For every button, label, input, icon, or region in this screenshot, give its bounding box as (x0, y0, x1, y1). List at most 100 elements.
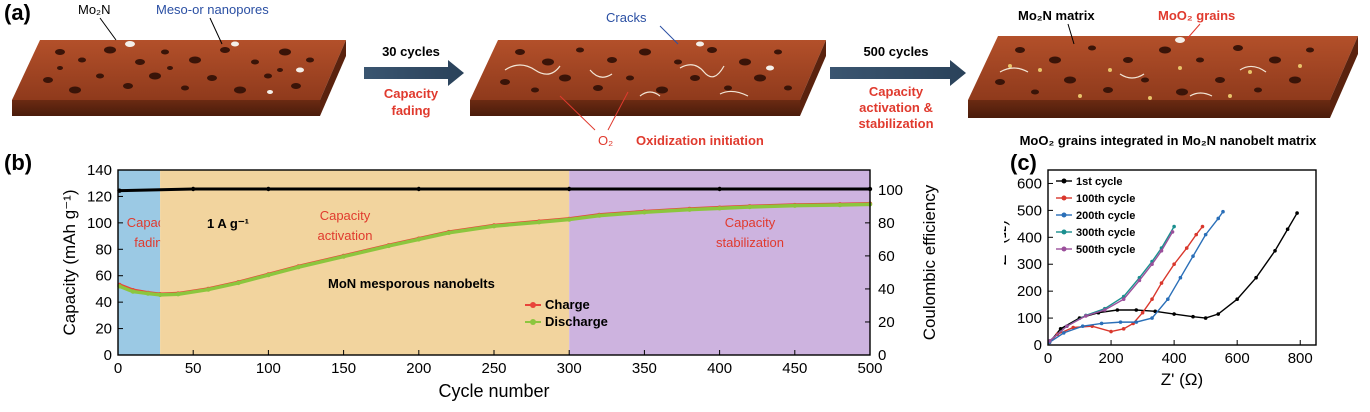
series-point-2 (567, 186, 572, 192)
c-x-tick-label: 800 (1288, 350, 1313, 367)
panel-c-label: (c) (1010, 150, 1037, 175)
panel-a-label: (a) (4, 0, 31, 25)
c-series-point-4 (1102, 308, 1107, 312)
c-series-point-0 (1285, 227, 1290, 232)
x-tick-label: 300 (557, 360, 582, 377)
legend-marker-2 (530, 319, 536, 325)
series-point-1 (717, 206, 722, 211)
label-slab3-caption: MoO₂ grains integrated in Mo₂N nanobelt … (1020, 133, 1318, 148)
arrow2-bottom-line1: Capacity (869, 84, 924, 99)
series-point-1 (206, 287, 211, 292)
region-label-2-line2: activation (318, 228, 373, 243)
c-series-point-1 (1184, 246, 1189, 250)
series-point-1 (642, 210, 647, 215)
series-point-2 (717, 186, 722, 192)
series-point-1 (416, 237, 421, 242)
annotation-material: MoN mesporous nanobelts (328, 276, 495, 291)
chart-b: CapacityfadingCapacityactivationCapacity… (60, 162, 939, 401)
x-axis-title: Cycle number (438, 381, 549, 401)
c-series-point-1 (1071, 325, 1076, 330)
c-series-point-4 (1159, 248, 1164, 253)
y-axis-title: Capacity (mAh g⁻¹) (60, 190, 79, 336)
c-series-point-2 (1191, 254, 1195, 258)
c-series-point-1 (1150, 297, 1154, 302)
c-y-tick-label: 100 (1017, 310, 1042, 327)
c-legend-marker-1 (1061, 178, 1067, 184)
y-tick-label: 60 (95, 268, 112, 285)
c-series-point-2 (1099, 321, 1104, 326)
x-tick-label: 450 (782, 360, 807, 377)
label-pores-leader (209, 17, 223, 45)
panel-a: Mo₂N Meso-or nanopores 30 cycles Capacit… (0, 0, 1370, 150)
c-y-tick-label: 0 (1034, 337, 1042, 354)
series-point-1 (837, 202, 843, 208)
series-point-2 (416, 186, 421, 192)
series-point-1 (597, 213, 602, 218)
c-series-point-1 (1121, 327, 1126, 331)
c-series-point-1 (1172, 262, 1176, 267)
legend-label-2: Discharge (545, 314, 608, 329)
slab-stabilized (968, 36, 1358, 118)
c-series-point-2 (1134, 320, 1139, 324)
panel-a-illustration: Mo₂N Meso-or nanopores 30 cycles Capacit… (12, 2, 1358, 148)
chart-c: 0 200 400 600 800 0 100 200 300 400 500 600 Z' (Ω) −Z… (1004, 169, 1317, 389)
series-point-1 (266, 272, 271, 278)
series-point-1 (687, 207, 692, 212)
y-right-axis-title: Coulombic efficiency (920, 184, 939, 340)
region-2 (160, 170, 570, 355)
c-series-point-3 (1172, 224, 1176, 229)
series-point-1 (296, 264, 301, 270)
c-series-point-1 (1200, 224, 1205, 229)
y-tick-label: 40 (95, 294, 112, 311)
c-series-point-0 (1295, 211, 1299, 215)
c-series-line-1 (1049, 226, 1204, 343)
y-tick-label: 80 (95, 241, 112, 258)
series-point-1 (236, 280, 241, 286)
c-series-point-4 (1170, 230, 1175, 234)
region-label-2-line1: Capacity (320, 208, 371, 223)
y-tick-label: 20 (95, 321, 112, 338)
c-series-point-2 (1166, 297, 1170, 302)
c-x-tick-label: 600 (1225, 350, 1250, 367)
series-line-2 (119, 187, 870, 193)
series-point-2 (266, 186, 271, 192)
y-tick-label: 100 (87, 215, 112, 232)
arrow2-bottom-line2: activation & (859, 100, 933, 115)
x-tick-label: 400 (707, 360, 732, 377)
chart-c-frame (1047, 169, 1317, 346)
series-point-1 (536, 219, 542, 225)
label-grains-leader (1185, 23, 1201, 41)
c-series-point-4 (1121, 297, 1126, 302)
c-x-tick-label: 0 (1044, 350, 1052, 367)
c-y-tick-label: 200 (1017, 283, 1042, 300)
label-cracks: Cracks (606, 10, 647, 25)
series-point-1 (130, 289, 136, 294)
c-series-point-0 (1235, 297, 1239, 302)
arrow1-bottom-line2: fading (392, 103, 431, 118)
series-point-1 (175, 292, 181, 297)
c-series-point-1 (1159, 281, 1164, 285)
c-y-tick-label: 600 (1017, 175, 1042, 192)
c-legend-label-2: 100th cycle (1076, 193, 1135, 205)
label-oxidization: Oxidization initiation (636, 133, 764, 148)
c-series-point-0 (1058, 327, 1063, 331)
c-y-tick-label: 500 (1017, 202, 1042, 219)
legend-marker-1 (530, 302, 536, 308)
arrow-500-cycles (830, 60, 966, 86)
c-legend-label-5: 500th cycle (1076, 244, 1135, 256)
c-y-tick-label: 300 (1017, 256, 1042, 273)
c-series-point-0 (1273, 248, 1277, 253)
y-right-tick-label: 100 (878, 182, 903, 199)
c-series-point-0 (1203, 316, 1208, 320)
label-moo2-grains: MoO₂ grains (1158, 8, 1235, 23)
label-cracks-leader (659, 25, 679, 45)
series-point-1 (145, 291, 151, 296)
c-series-point-1 (1140, 310, 1145, 315)
x-tick-label: 500 (857, 360, 882, 377)
c-x-tick-label: 400 (1162, 350, 1187, 367)
series-point-1 (792, 203, 797, 208)
c-series-point-4 (1084, 314, 1088, 318)
label-o2-leader-a (559, 95, 596, 131)
series-point-2 (191, 186, 196, 192)
c-series-point-0 (1134, 308, 1139, 312)
